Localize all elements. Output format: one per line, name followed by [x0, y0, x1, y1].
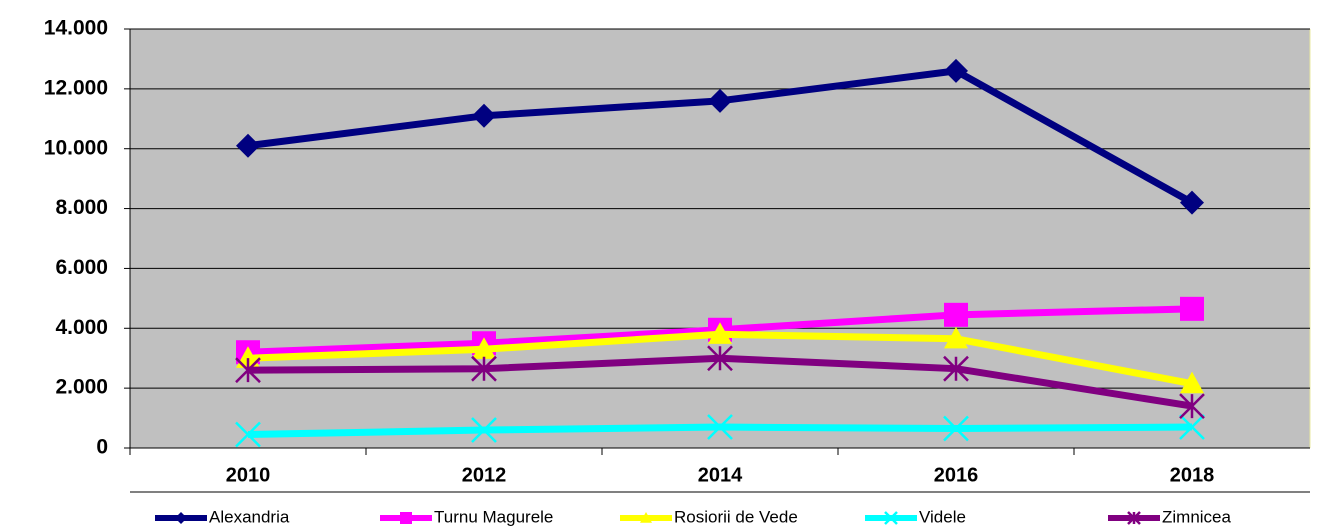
legend-label: Videle	[919, 507, 966, 526]
y-tick-label: 4.000	[55, 316, 108, 339]
data-point	[943, 355, 969, 382]
data-point	[1180, 371, 1204, 394]
x-tick-label: 2014	[698, 464, 743, 486]
data-point	[944, 326, 968, 349]
data-point	[1179, 393, 1205, 419]
data-point	[472, 337, 496, 359]
legend-label: Turnu Magurele	[434, 507, 553, 526]
data-point	[943, 415, 969, 442]
y-tick-label: 8.000	[55, 196, 108, 219]
legend-marker	[400, 512, 412, 524]
legend-label: Zimnicea	[1162, 507, 1232, 526]
data-point	[707, 345, 733, 372]
legend-label: Alexandria	[209, 507, 290, 526]
data-point	[235, 357, 261, 384]
y-tick-label: 0	[96, 436, 108, 459]
x-tick-label: 2012	[462, 464, 507, 486]
y-tick-label: 14.000	[44, 17, 108, 40]
data-point	[1180, 296, 1204, 321]
legend-marker	[175, 512, 187, 524]
data-point	[471, 355, 497, 382]
data-point	[471, 417, 497, 443]
data-point	[235, 421, 261, 448]
data-point	[944, 302, 968, 327]
legend-marker	[640, 512, 652, 523]
y-tick-label: 10.000	[44, 136, 108, 159]
y-tick-label: 2.000	[55, 376, 108, 399]
y-tick-label: 12.000	[44, 76, 108, 99]
data-point	[236, 133, 260, 158]
legend-marker	[1127, 511, 1141, 525]
data-point	[236, 346, 260, 368]
legend-label: Rosiorii de Vede	[674, 507, 798, 526]
data-point	[707, 414, 733, 440]
data-point	[1180, 190, 1204, 215]
data-point	[944, 58, 968, 83]
x-tick-label: 2016	[934, 464, 979, 486]
legend-marker	[884, 511, 898, 525]
data-point	[708, 322, 732, 344]
data-point	[708, 88, 732, 113]
data-point	[1179, 414, 1205, 440]
data-point	[472, 103, 496, 128]
x-tick-label: 2018	[1170, 464, 1215, 486]
y-tick-label: 6.000	[55, 256, 108, 279]
x-tick-label: 2010	[226, 464, 271, 486]
